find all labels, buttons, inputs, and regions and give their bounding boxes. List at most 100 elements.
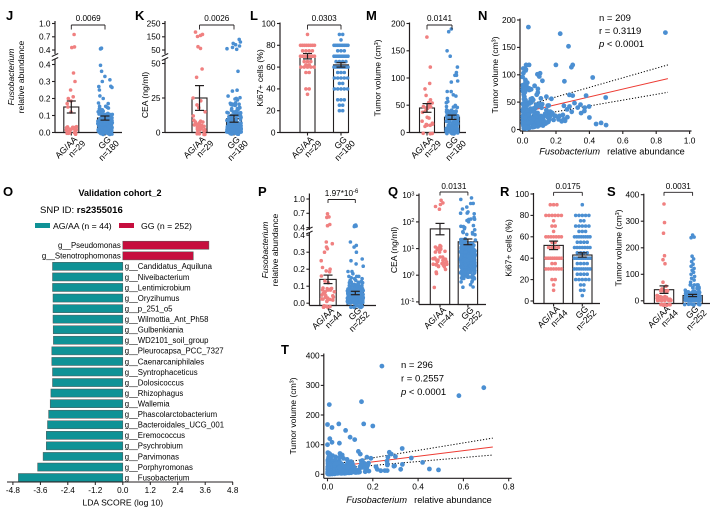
svg-text:g__Wallemia: g__Wallemia (125, 400, 170, 409)
svg-text:g__Syntrophaceticus: g__Syntrophaceticus (125, 368, 198, 377)
svg-text:103: 103 (402, 191, 414, 200)
svg-text:0.0175: 0.0175 (555, 182, 580, 191)
svg-text:-1.2: -1.2 (88, 486, 103, 495)
svg-text:r = 0.3119: r = 0.3119 (599, 26, 641, 37)
svg-text:AG/AA (n = 44): AG/AA (n = 44) (53, 221, 112, 231)
svg-text:0.0069: 0.0069 (76, 14, 101, 23)
svg-text:O: O (3, 184, 13, 199)
svg-text:g__Niveibacterium: g__Niveibacterium (125, 273, 190, 282)
svg-text:1.0: 1.0 (684, 136, 696, 146)
svg-text:0.8: 0.8 (503, 482, 515, 492)
svg-text:4.8: 4.8 (227, 486, 239, 495)
svg-text:g__Porphyromonas: g__Porphyromonas (125, 463, 193, 472)
svg-text:S: S (607, 184, 616, 199)
svg-text:0.0031: 0.0031 (666, 182, 691, 191)
svg-text:g__Pseudomonas: g__Pseudomonas (58, 241, 121, 250)
svg-text:g__WD2101_soil_group: g__WD2101_soil_group (125, 336, 209, 345)
svg-text:200: 200 (625, 243, 639, 253)
svg-text:0.0141: 0.0141 (427, 14, 452, 23)
svg-text:Tumor volume (cm³): Tumor volume (cm³) (373, 39, 383, 116)
svg-text:0.7: 0.7 (293, 208, 305, 218)
svg-text:g__Psychrobium: g__Psychrobium (125, 442, 183, 451)
svg-text:100: 100 (306, 440, 320, 450)
svg-text:60: 60 (266, 62, 276, 72)
svg-text:0: 0 (156, 127, 161, 137)
svg-text:1.0: 1.0 (293, 194, 305, 204)
svg-text:40: 40 (520, 253, 530, 263)
svg-text:0.2: 0.2 (367, 482, 379, 492)
svg-text:Validation cohort_2: Validation cohort_2 (78, 188, 161, 198)
svg-text:g__Dolosicoccus: g__Dolosicoccus (125, 378, 184, 387)
svg-text:0.6: 0.6 (458, 482, 470, 492)
svg-text:0.0131: 0.0131 (441, 182, 466, 191)
svg-text:0.0026: 0.0026 (204, 14, 229, 23)
svg-text:0.3: 0.3 (293, 247, 305, 257)
svg-text:p < 0.0001: p < 0.0001 (400, 387, 446, 398)
svg-text:-2.4: -2.4 (61, 486, 76, 495)
svg-text:250: 250 (147, 18, 161, 28)
svg-text:101: 101 (402, 244, 414, 253)
svg-text:0.0: 0.0 (117, 486, 129, 495)
svg-text:SNP ID: rs2355016: SNP ID: rs2355016 (40, 205, 123, 216)
svg-text:200: 200 (306, 410, 320, 420)
svg-text:Fusobacterium relative abunda: Fusobacterium relative abundance (346, 495, 492, 505)
svg-text:60: 60 (520, 232, 530, 242)
svg-text:0.4: 0.4 (293, 230, 305, 240)
svg-text:100: 100 (262, 18, 276, 28)
svg-text:0.0: 0.0 (293, 298, 305, 308)
svg-text:relative abundance: relative abundance (16, 40, 26, 113)
svg-text:J: J (6, 8, 13, 23)
svg-text:100: 100 (515, 189, 529, 199)
svg-text:0.7: 0.7 (39, 32, 51, 42)
svg-text:100: 100 (402, 271, 414, 280)
svg-text:20: 20 (520, 274, 530, 284)
svg-text:P: P (258, 184, 267, 199)
svg-text:Fusobacterium relative abunda: Fusobacterium relative abundance (539, 147, 685, 157)
svg-text:-4.8: -4.8 (6, 486, 21, 495)
svg-text:50: 50 (507, 97, 517, 107)
svg-text:100: 100 (625, 269, 639, 279)
svg-text:150: 150 (391, 46, 405, 56)
svg-text:40: 40 (266, 84, 276, 94)
svg-text:0: 0 (315, 469, 320, 479)
svg-text:Q: Q (388, 184, 398, 199)
svg-text:relative abundance: relative abundance (270, 213, 280, 286)
svg-text:80: 80 (520, 210, 530, 220)
svg-text:CEA (ng/ml): CEA (ng/ml) (389, 227, 399, 273)
svg-text:Tumor volume (cm³): Tumor volume (cm³) (490, 36, 500, 113)
svg-text:150: 150 (502, 42, 516, 52)
svg-text:0.0: 0.0 (517, 136, 529, 146)
svg-text:M: M (366, 8, 377, 23)
svg-text:g__Pleurocapsa_PCC_7327: g__Pleurocapsa_PCC_7327 (125, 347, 224, 356)
svg-text:Ki67+ cells (%): Ki67+ cells (%) (255, 49, 265, 107)
svg-text:100: 100 (391, 73, 405, 83)
svg-text:g__Candidatus_Aquiluna: g__Candidatus_Aquiluna (125, 262, 213, 271)
svg-text:2.4: 2.4 (172, 486, 184, 495)
svg-text:g__Fusobacterium: g__Fusobacterium (125, 473, 190, 482)
svg-text:0.1: 0.1 (39, 110, 51, 120)
svg-text:g__Oryzihumus: g__Oryzihumus (125, 294, 180, 303)
svg-text:400: 400 (306, 351, 320, 361)
svg-text:0.6: 0.6 (617, 136, 629, 146)
svg-text:L: L (250, 8, 258, 23)
svg-text:0.1: 0.1 (293, 281, 305, 291)
svg-text:R: R (500, 184, 510, 199)
svg-text:20: 20 (266, 106, 276, 116)
svg-text:102: 102 (402, 218, 414, 227)
svg-text:Ki67+ cells (%): Ki67+ cells (%) (504, 219, 514, 277)
svg-text:50: 50 (151, 58, 161, 68)
svg-text:0.3: 0.3 (39, 76, 51, 86)
svg-text:300: 300 (306, 380, 320, 390)
svg-text:Tumor volume (cm³): Tumor volume (cm³) (288, 377, 298, 454)
svg-text:GG (n = 252): GG (n = 252) (141, 221, 192, 231)
svg-text:0.4: 0.4 (39, 45, 51, 55)
svg-text:g__Stenotrophomonas: g__Stenotrophomonas (42, 252, 121, 261)
svg-text:g__Gulbenkiania: g__Gulbenkiania (125, 326, 184, 335)
svg-text:25: 25 (151, 93, 161, 103)
svg-text:400: 400 (625, 190, 639, 200)
svg-text:10-1: 10-1 (400, 298, 414, 307)
svg-text:CEA (ng/ml): CEA (ng/ml) (140, 72, 150, 118)
svg-text:80: 80 (266, 40, 276, 50)
svg-text:1.0: 1.0 (39, 18, 51, 28)
svg-text:0: 0 (524, 296, 529, 306)
